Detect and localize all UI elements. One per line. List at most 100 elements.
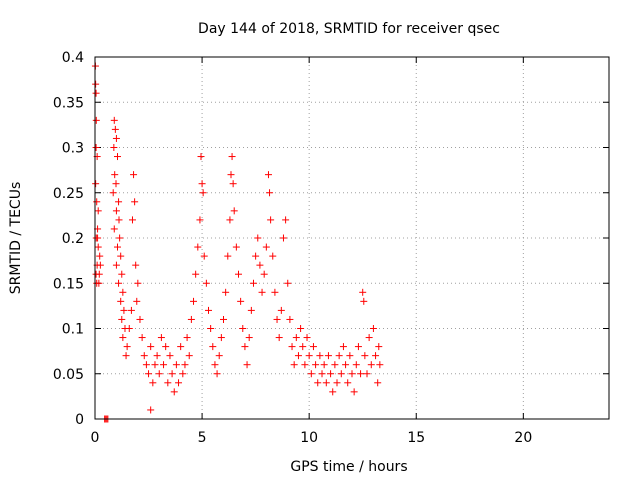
data-point xyxy=(138,334,146,342)
data-point xyxy=(168,370,176,378)
data-point xyxy=(344,379,352,387)
data-point xyxy=(93,198,101,206)
data-point xyxy=(112,134,120,142)
data-point xyxy=(239,325,247,332)
data-point xyxy=(140,352,148,360)
data-point xyxy=(299,343,307,351)
data-point xyxy=(172,361,180,369)
data-point xyxy=(198,180,206,188)
data-point xyxy=(149,379,157,387)
data-point xyxy=(136,315,144,323)
data-point xyxy=(205,306,213,314)
data-point xyxy=(327,370,335,378)
data-point xyxy=(342,361,350,369)
data-point xyxy=(196,216,204,224)
data-point xyxy=(110,225,118,233)
x-tick-label: 10 xyxy=(300,430,318,446)
data-point xyxy=(252,252,260,260)
data-point xyxy=(181,361,189,369)
data-point xyxy=(116,234,124,242)
x-axis-label: GPS time / hours xyxy=(290,459,407,475)
data-point xyxy=(241,343,249,351)
data-point xyxy=(92,180,100,188)
data-point xyxy=(213,370,221,378)
data-point xyxy=(346,352,354,360)
data-point xyxy=(376,361,384,369)
data-point xyxy=(192,270,200,278)
y-tick-label: 0.35 xyxy=(53,95,84,111)
data-point xyxy=(130,171,138,179)
data-point xyxy=(258,288,266,296)
data-point xyxy=(277,306,285,314)
data-point xyxy=(175,379,183,387)
data-point xyxy=(232,243,240,251)
data-point xyxy=(292,334,300,342)
data-point xyxy=(197,153,205,161)
data-point xyxy=(117,252,125,260)
y-tick-label: 0.3 xyxy=(62,141,84,157)
data-point xyxy=(354,343,362,351)
data-point xyxy=(279,234,287,242)
data-point xyxy=(260,270,268,278)
data-point xyxy=(220,315,227,323)
data-point xyxy=(147,406,155,414)
data-point xyxy=(333,379,341,387)
data-point xyxy=(360,297,368,305)
data-point xyxy=(187,315,195,323)
data-point xyxy=(297,325,305,332)
data-point xyxy=(228,153,236,161)
data-point xyxy=(119,288,127,296)
data-point xyxy=(245,334,253,342)
data-point xyxy=(320,361,328,369)
y-tick-label: 0 xyxy=(75,412,84,428)
data-point xyxy=(94,207,102,215)
data-point xyxy=(125,325,133,332)
data-point xyxy=(190,297,198,305)
y-tick-label: 0.1 xyxy=(62,322,84,338)
data-point xyxy=(348,370,356,378)
data-point xyxy=(155,370,163,378)
data-point xyxy=(157,334,165,342)
data-point xyxy=(199,189,207,197)
data-point xyxy=(329,388,337,396)
grid xyxy=(95,57,609,419)
data-point xyxy=(202,279,210,287)
y-tick-label: 0.05 xyxy=(53,367,84,383)
data-point xyxy=(363,370,371,378)
data-point xyxy=(316,352,324,360)
data-point xyxy=(309,343,317,351)
y-axis-label: SRMTID / TECUs xyxy=(8,182,24,295)
data-point xyxy=(318,370,326,378)
data-point xyxy=(115,198,123,206)
data-point xyxy=(337,370,345,378)
data-point xyxy=(357,370,365,378)
data-point xyxy=(324,352,332,360)
data-point xyxy=(367,361,375,369)
data-point xyxy=(113,153,121,161)
data-point xyxy=(92,89,100,97)
data-point xyxy=(123,343,131,351)
data-point xyxy=(249,279,257,287)
data-point xyxy=(164,379,172,387)
data-point xyxy=(335,352,343,360)
data-point xyxy=(112,180,120,188)
data-point xyxy=(264,171,272,179)
data-point xyxy=(151,361,159,369)
y-tick-label: 0.15 xyxy=(53,276,84,292)
data-point xyxy=(374,379,382,387)
data-point xyxy=(286,315,294,323)
x-tick-label: 5 xyxy=(198,430,207,446)
data-series xyxy=(91,62,384,423)
data-point xyxy=(314,379,322,387)
data-point xyxy=(322,379,330,387)
data-point xyxy=(267,216,275,224)
data-point xyxy=(153,352,161,360)
data-point xyxy=(237,297,245,305)
data-point xyxy=(111,171,119,179)
data-point xyxy=(331,361,339,369)
data-point xyxy=(110,116,118,124)
data-point xyxy=(96,261,104,269)
data-point xyxy=(185,352,193,360)
data-point xyxy=(200,252,208,260)
data-point xyxy=(275,334,283,342)
